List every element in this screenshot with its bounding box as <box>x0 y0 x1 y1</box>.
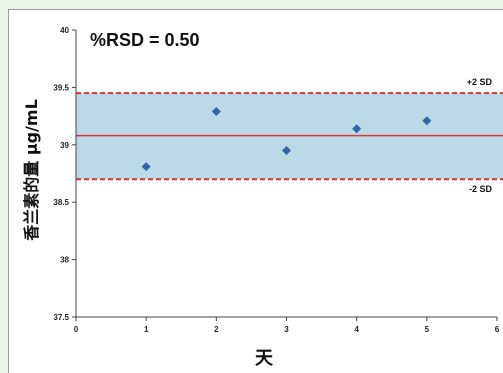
y-tick-label: 37.5 <box>53 313 69 322</box>
x-tick-label: 3 <box>284 325 289 334</box>
x-tick-label: 0 <box>74 325 79 334</box>
x-axis-title: 天 <box>255 348 274 369</box>
data-point <box>282 146 291 156</box>
rsd-annotation: %RSD = 0.50 <box>90 30 200 50</box>
x-tick-label: 5 <box>425 325 430 334</box>
y-tick-label: 39.5 <box>53 83 69 92</box>
data-point <box>211 107 221 117</box>
x-tick-label: 4 <box>354 325 359 334</box>
x-tick-label: 6 <box>495 325 500 334</box>
lower-limit-label: -2 SD <box>469 184 493 194</box>
x-tick-label: 1 <box>144 325 149 334</box>
upper-limit-label: +2 SD <box>467 77 493 87</box>
data-point <box>141 162 151 172</box>
y-tick-label: 40 <box>60 26 69 35</box>
data-point <box>422 116 432 126</box>
y-tick-label: 39 <box>60 141 69 150</box>
y-tick-label: 38 <box>60 256 69 265</box>
y-axis-title: 香兰素的量 µg/mL <box>22 99 41 242</box>
y-tick-label: 38.5 <box>53 198 69 207</box>
chart-panel <box>8 9 503 373</box>
data-point <box>352 124 362 134</box>
x-tick-label: 2 <box>214 325 219 334</box>
